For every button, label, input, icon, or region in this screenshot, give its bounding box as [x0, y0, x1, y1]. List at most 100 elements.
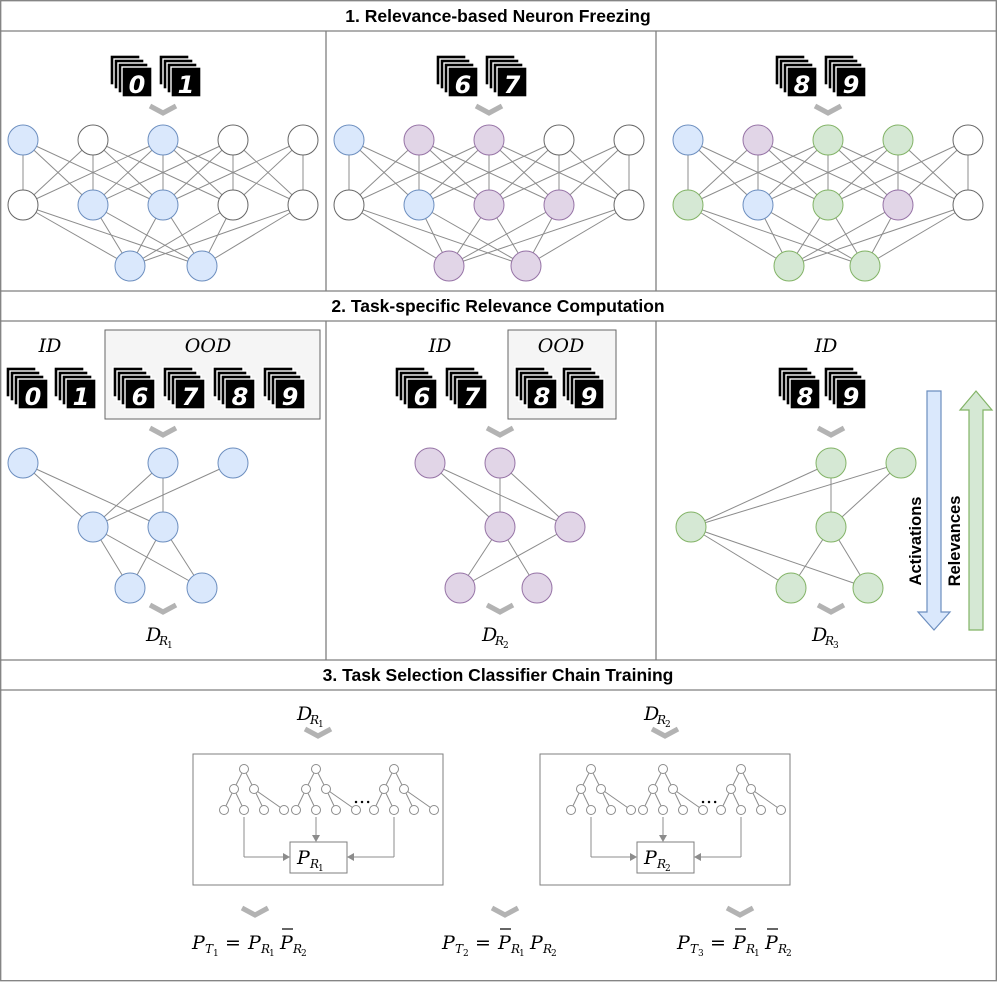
formula-term-index: 2: [786, 949, 792, 959]
tree-node: [566, 805, 576, 815]
edge-line: [488, 139, 630, 206]
neuron-l0-n2: [217, 447, 249, 479]
ood-label-task-2: OOD: [538, 335, 584, 357]
tree-node: [331, 805, 341, 815]
mnist-stack-6: 6: [394, 366, 438, 411]
formula-term-subscript: R: [510, 942, 520, 956]
formula-equals: =: [475, 932, 491, 954]
neuron-l0-n0: [7, 447, 39, 479]
neuron-l1-n0: [672, 189, 704, 221]
tree-node: [678, 805, 688, 815]
ood-label-task-1: OOD: [185, 335, 231, 357]
mnist-card: [526, 378, 558, 410]
section-title-1: 1. Relevance-based Neuron Freezing: [345, 6, 650, 26]
mnist-stack-8: 8: [777, 366, 821, 411]
symbol-base: D: [481, 624, 497, 646]
mnist-digit: 9: [581, 383, 598, 411]
tree-node: [668, 784, 678, 794]
relevance-task-3: 8 9 DR3: [675, 366, 917, 651]
relevances-label: Relevances: [946, 496, 964, 587]
neuron-l0-n3: [217, 124, 249, 156]
mnist-digit: 9: [843, 383, 860, 411]
neuron-l1-n2: [812, 189, 844, 221]
mnist-stack-8: 8: [514, 366, 558, 411]
mnist-stack-8: 8: [774, 54, 818, 99]
mnist-stack-9: 9: [262, 366, 306, 411]
chevron-down-icon: [303, 726, 333, 739]
tree-node: [409, 805, 419, 815]
mnist-stack-6: 6: [112, 366, 156, 411]
mnist-card: [65, 378, 97, 410]
neuron-l1-n1: [147, 511, 179, 543]
tree-node: [756, 805, 766, 815]
formula-term-index: 2: [551, 949, 557, 959]
mnist-stack-8: 8: [212, 366, 256, 411]
tree-node: [321, 784, 331, 794]
mnist-stack-0: 0: [109, 54, 153, 99]
mnist-card: [835, 66, 867, 98]
mnist-stack-1: 1: [158, 54, 202, 99]
tree-edge: [750, 788, 782, 811]
neuron-l2-n0: [444, 572, 476, 604]
classifier-output-1: P R1: [296, 847, 324, 874]
arrowhead: [694, 853, 701, 861]
task-probability-formula-1: P T 1 = P R1 P R2: [191, 905, 307, 959]
arrowhead: [659, 835, 667, 842]
mnist-stack-7: 7: [162, 366, 206, 411]
mnist-card: [224, 378, 256, 410]
formula-lhs-index: 1: [213, 949, 219, 959]
neuron-l0-n1: [885, 447, 917, 479]
neuron-l1-n0: [7, 189, 39, 221]
chevron-down-icon: [816, 425, 846, 438]
id-label-task-2: ID: [428, 335, 452, 357]
edge-line: [448, 204, 630, 267]
edge-line: [690, 462, 902, 528]
tree-node: [576, 784, 586, 794]
neuron-l0-n0: [815, 447, 847, 479]
tree-edge: [325, 788, 357, 811]
mnist-card: [786, 66, 818, 98]
mnist-digit: 9: [843, 71, 860, 99]
mnist-digit: 6: [414, 383, 431, 411]
edge-line: [499, 462, 571, 528]
edge-line: [92, 139, 164, 206]
arrowhead: [347, 853, 354, 861]
formula-term: P: [529, 932, 544, 954]
neuron-l0-n4: [287, 124, 319, 156]
chevron-down-icon: [148, 425, 178, 438]
classifier-output-box-1: [289, 841, 348, 874]
edge-line: [757, 204, 866, 267]
symbol-subscript: R: [824, 634, 834, 648]
edge-line: [429, 462, 501, 528]
neuron-l2-n1: [186, 250, 218, 282]
tree-node: [638, 805, 648, 815]
classifier-chain-2: DR2...P R2: [539, 703, 791, 886]
arrowhead: [630, 853, 637, 861]
chevron-down-icon: [148, 602, 178, 615]
edge-line: [22, 204, 203, 267]
formula-lhs: P: [191, 932, 206, 954]
edge-line: [22, 462, 94, 528]
edge-line: [827, 139, 969, 206]
mnist-digit: 0: [25, 383, 42, 411]
chevron-down-icon: [148, 103, 178, 116]
mnist-stack-6: 6: [435, 54, 479, 99]
relevance-net-3-neurons: [675, 447, 917, 604]
mnist-stack-9: 9: [823, 366, 867, 411]
edge-line: [22, 462, 164, 528]
edge-line: [448, 204, 560, 267]
decision-tree-icon: [566, 764, 636, 815]
tree-node: [658, 764, 668, 774]
formula-lhs: P: [676, 932, 691, 954]
arrowhead: [283, 853, 290, 861]
tree-edge: [403, 788, 435, 811]
edge-line: [92, 462, 164, 528]
symbol-subscript: R: [656, 857, 666, 871]
edge-line: [687, 204, 790, 267]
tree-node: [596, 784, 606, 794]
formula-term-index: 1: [754, 949, 760, 959]
tree-node: [698, 805, 708, 815]
tree-edge: [253, 788, 285, 811]
